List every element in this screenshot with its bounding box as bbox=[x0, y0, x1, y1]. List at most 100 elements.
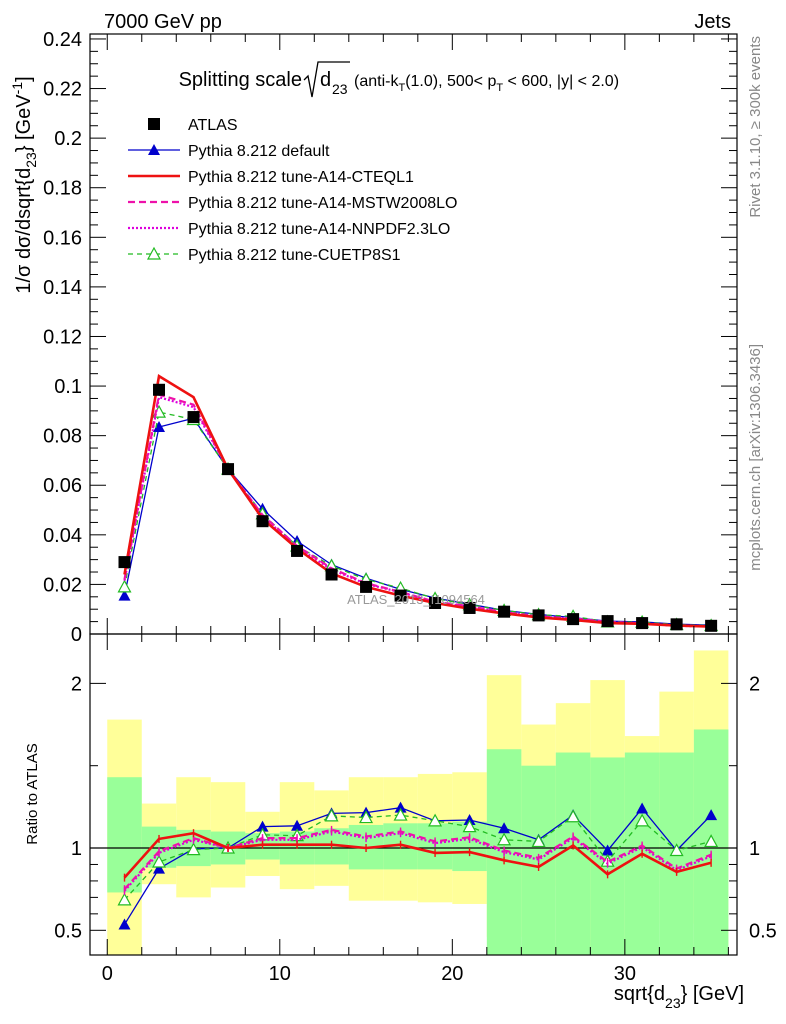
data-point-atlas bbox=[498, 605, 511, 618]
ratio-point-default bbox=[291, 819, 304, 831]
series-point-cuetp8s1 bbox=[117, 579, 132, 593]
rivet-label: Rivet 3.1.10, ≥ 300k events bbox=[747, 36, 764, 218]
ratio-line-default bbox=[123, 807, 712, 925]
xlabel-b: } [GeV] bbox=[681, 983, 744, 1005]
legend-marker-atlas bbox=[148, 118, 160, 130]
legend-marker-cuetp8s1 bbox=[146, 246, 162, 260]
data-point-atlas bbox=[153, 383, 166, 396]
ylabel-a-sub: 23 bbox=[23, 152, 39, 168]
data-point-atlas bbox=[636, 617, 649, 630]
data-point-atlas bbox=[532, 609, 545, 622]
data-point-atlas bbox=[429, 597, 442, 610]
y-tick-label: 0 bbox=[71, 624, 82, 646]
ylabel-c: ] bbox=[13, 76, 35, 82]
title-cuts-b: (1.0), 500< p bbox=[405, 73, 496, 90]
legend-label-cteql1: Pythia 8.212 tune-A14-CTEQL1 bbox=[188, 169, 414, 186]
ratio-series-cuetp8s1 bbox=[117, 807, 719, 906]
data-point-atlas bbox=[705, 619, 718, 632]
data-point-atlas bbox=[567, 613, 580, 626]
legend-label-cuetp8s1: Pythia 8.212 tune-CUETP8S1 bbox=[188, 247, 401, 264]
y-tick-label: 0.2 bbox=[54, 128, 82, 150]
legend-item-default: Pythia 8.212 default bbox=[128, 143, 330, 160]
ratio-point-cuetp8s1 bbox=[393, 807, 408, 821]
ratio-point-cuetp8s1 bbox=[428, 813, 443, 827]
y-tick-label: 0.22 bbox=[43, 79, 82, 101]
title-cuts-c: < 600, |y| < 2.0) bbox=[503, 73, 619, 90]
y-tick-label: 0.24 bbox=[43, 29, 82, 51]
ratio-point-cuetp8s1 bbox=[152, 854, 167, 868]
ratio-point-cuetp8s1 bbox=[186, 842, 201, 856]
main-plot-panel: 0 0.02 0.04 0.06 0.08 0.1 0.12 0.14 0.16 0.18 0.2 0… bbox=[9, 29, 738, 646]
ratio-y-tick-label: 1 bbox=[71, 838, 82, 860]
title-prefix: Splitting scale bbox=[179, 69, 302, 91]
series-line-cteql1 bbox=[123, 373, 712, 628]
legend-item-atlas: ATLAS bbox=[148, 117, 238, 134]
ratio-point-default bbox=[118, 918, 131, 930]
ylabel-a: 1/σ dσ/dsqrt{d bbox=[13, 168, 35, 294]
ratio-y-tick-label: 0.5 bbox=[54, 920, 82, 942]
ratio-point-cuetp8s1 bbox=[117, 892, 132, 906]
ratio-point-cuetp8s1 bbox=[531, 834, 546, 848]
title-d-sub: 23 bbox=[332, 81, 348, 97]
ratio-y-tick-label-right: 1 bbox=[749, 838, 760, 860]
ratio-point-default bbox=[498, 822, 511, 834]
data-point-atlas bbox=[670, 618, 683, 631]
y-tick-label: 0.1 bbox=[54, 376, 82, 398]
data-point-atlas bbox=[360, 580, 373, 593]
legend-label-atlas: ATLAS bbox=[188, 117, 238, 134]
xlabel-a: sqrt{d bbox=[614, 983, 665, 1005]
ratio-line-cteql1 bbox=[123, 831, 712, 879]
ratio-point-default bbox=[153, 862, 166, 874]
y-tick-label: 0.04 bbox=[43, 525, 82, 547]
ylabel-b-sup: -1 bbox=[9, 82, 25, 95]
data-point-atlas bbox=[222, 463, 235, 476]
ratio-y-tick-label: 2 bbox=[71, 673, 82, 695]
band-1sigma bbox=[107, 729, 729, 955]
x-tick-label: 20 bbox=[441, 963, 463, 985]
legend-item-nnpdf: Pythia 8.212 tune-A14-NNPDF2.3LO bbox=[128, 221, 450, 238]
ratio-point-cuetp8s1 bbox=[566, 809, 581, 823]
ratio-point-default bbox=[394, 801, 407, 813]
sqrt-symbol bbox=[303, 61, 350, 98]
ratio-point-cuetp8s1 bbox=[462, 819, 477, 833]
legend-item-cuetp8s1: Pythia 8.212 tune-CUETP8S1 bbox=[128, 246, 401, 264]
ratio-y-tick-label-right: 2 bbox=[749, 673, 760, 695]
y-tick-label: 0.14 bbox=[43, 277, 82, 299]
ratio-plot-frame bbox=[89, 633, 738, 956]
ratio-point-cuetp8s1 bbox=[635, 813, 650, 827]
y-tick-label: 0.16 bbox=[43, 227, 82, 249]
title-d: d bbox=[320, 69, 331, 91]
y-tick-label: 0.02 bbox=[43, 574, 82, 596]
data-point-atlas bbox=[394, 589, 407, 602]
band-1sigma-bin bbox=[107, 777, 142, 893]
mcplots-label: mcplots.cern.ch [arXiv:1306.3436] bbox=[747, 344, 764, 571]
header-left: 7000 GeV pp bbox=[104, 11, 222, 33]
data-point-atlas bbox=[601, 615, 614, 628]
main-y-axis-label: 1/σ dσ/dsqrt{d23} [GeV-1] bbox=[9, 76, 39, 293]
xlabel-a-sub: 23 bbox=[665, 995, 681, 1011]
x-tick-label: 10 bbox=[269, 963, 291, 985]
legend-marker-default bbox=[148, 144, 160, 155]
ratio-point-cuetp8s1 bbox=[359, 810, 374, 824]
series-point-default bbox=[153, 420, 166, 432]
data-point-atlas bbox=[118, 556, 131, 569]
watermark: ATLAS_2013_I1094564 bbox=[347, 592, 485, 607]
x-tick-label: 30 bbox=[614, 963, 636, 985]
title-pt-sub: T bbox=[496, 82, 503, 94]
legend-item-cteql1: Pythia 8.212 tune-A14-CTEQL1 bbox=[128, 169, 414, 186]
data-point-atlas bbox=[291, 544, 304, 557]
legend: ATLAS Pythia 8.212 default Pythia 8.212 tu… bbox=[128, 117, 457, 264]
ylabel-b: } [GeV bbox=[13, 94, 35, 152]
ratio-y-axis-label: Ratio to ATLAS bbox=[24, 743, 41, 844]
data-point-atlas bbox=[187, 411, 200, 424]
ratio-point-cuetp8s1 bbox=[324, 808, 339, 822]
y-tick-label: 0.08 bbox=[43, 426, 82, 448]
ratio-point-default bbox=[705, 809, 718, 821]
data-point-atlas bbox=[325, 568, 338, 581]
data-point-atlas bbox=[463, 601, 476, 614]
series-atlas bbox=[118, 383, 718, 632]
series-cteql1 bbox=[123, 373, 712, 628]
y-tick-label: 0.06 bbox=[43, 475, 82, 497]
title-cuts-a: (anti-k bbox=[354, 73, 399, 90]
plot-title: Splitting scale d 23 (anti-k T(1.0), 500<… bbox=[179, 61, 619, 98]
